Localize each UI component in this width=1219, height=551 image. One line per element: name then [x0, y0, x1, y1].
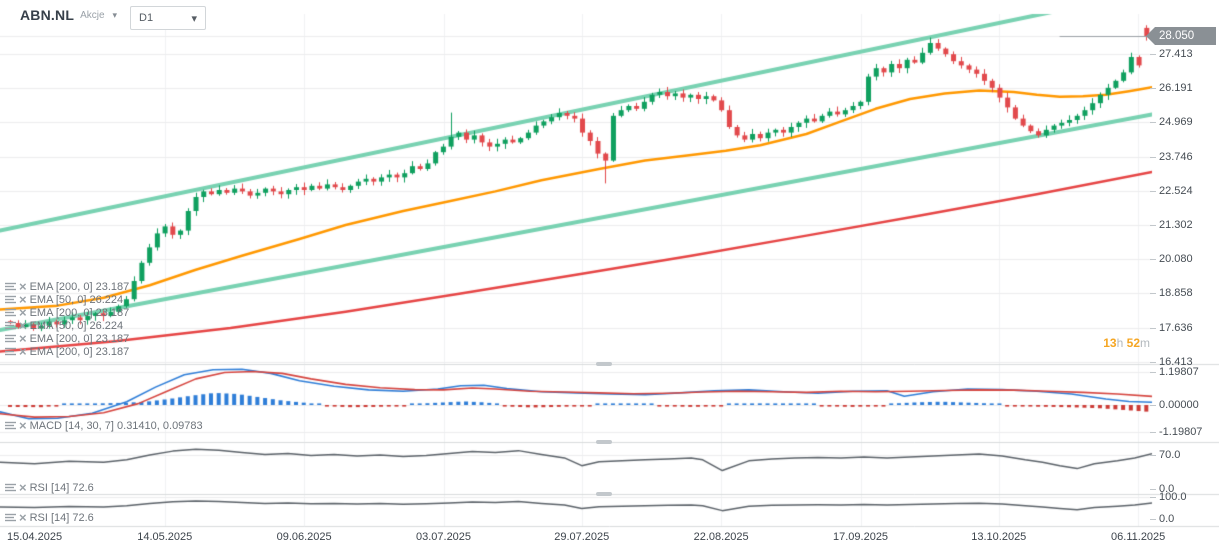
price-axis-label: 23.746	[1159, 150, 1193, 163]
axis-tick	[1150, 432, 1156, 433]
axis-tick	[1150, 328, 1156, 329]
indicator-close-icon[interactable]: ×	[19, 330, 27, 346]
indicator-settings-icon[interactable]	[5, 281, 16, 292]
indicator-label: EMA [50, 0] 26.224	[29, 319, 124, 332]
current-price-value: 28.050	[1159, 30, 1195, 42]
indicator-settings-icon[interactable]	[5, 482, 16, 493]
price-axis-label: 16.413	[1159, 355, 1193, 368]
date-axis-label: 09.06.2025	[276, 531, 332, 543]
axis-tick	[1150, 157, 1156, 158]
indicator-settings-icon[interactable]	[5, 512, 16, 523]
axis-tick	[1150, 489, 1156, 490]
axis-tick	[1150, 191, 1156, 192]
indicator-label: EMA [200, 0] 23.187	[29, 345, 130, 358]
rsi-axis-label: 70.0	[1159, 449, 1181, 461]
panel-resize-grip[interactable]	[596, 440, 612, 444]
indicator-label: EMA [200, 0] 23.187	[29, 280, 130, 293]
panel-resize-grip[interactable]	[596, 362, 612, 366]
indicator-label: EMA [50, 0] 26.224	[29, 293, 124, 306]
indicator-settings-icon[interactable]	[5, 294, 16, 305]
countdown-minutes: 52	[1126, 336, 1140, 350]
countdown-hours-unit: h	[1116, 336, 1124, 350]
price-axis-label: 26.191	[1159, 82, 1193, 95]
price-axis-label: 18.858	[1159, 287, 1193, 300]
chevron-down-icon[interactable]: ▾	[112, 9, 118, 20]
ema-label-row: × EMA [50, 0] 26.224	[5, 293, 123, 306]
indicator-close-icon[interactable]: ×	[19, 291, 27, 307]
indicator-label: RSI [14] 72.6	[29, 481, 94, 494]
timeframe-value: D1	[139, 12, 154, 24]
indicator-settings-icon[interactable]	[5, 346, 16, 357]
rsi-label-row: × RSI [14] 72.6	[5, 481, 94, 494]
price-axis-label: 24.969	[1159, 116, 1193, 129]
date-axis-label: 15.04.2025	[7, 531, 63, 543]
indicator-label: EMA [200, 0] 23.187	[29, 306, 130, 319]
axis-tick	[1150, 405, 1156, 406]
indicator-label: RSI [14] 72.6	[29, 511, 94, 524]
axis-tick	[1150, 362, 1156, 363]
date-axis-label: 13.10.2025	[971, 531, 1027, 543]
ema-label-row: × EMA [200, 0] 23.187	[5, 306, 129, 319]
date-axis-label: 29.07.2025	[554, 531, 610, 543]
axis-tick	[1150, 259, 1156, 260]
indicator-close-icon[interactable]: ×	[19, 317, 27, 333]
macd-label-row: × MACD [14, 30, 7] 0.31410, 0.09783	[5, 419, 203, 432]
price-axis-label: 22.524	[1159, 184, 1193, 197]
indicator-label: MACD [14, 30, 7] 0.31410, 0.09783	[29, 419, 203, 432]
indicator-settings-icon[interactable]	[5, 333, 16, 344]
ema-label-row: × EMA [200, 0] 23.187	[5, 332, 129, 345]
indicator-settings-icon[interactable]	[5, 307, 16, 318]
indicator-settings-icon[interactable]	[5, 420, 16, 431]
instrument-header[interactable]: ABN.NL Akcje ▾	[20, 7, 126, 23]
axis-tick	[1150, 225, 1156, 226]
ema-label-row: × EMA [200, 0] 23.187	[5, 280, 129, 293]
rsi-axis-label: 100.0	[1159, 491, 1187, 503]
axis-tick	[1150, 88, 1156, 89]
date-axis-label: 22.08.2025	[693, 531, 749, 543]
axis-tick	[1150, 497, 1156, 498]
ema-label-row: × EMA [200, 0] 23.187	[5, 345, 129, 358]
price-axis-label: 21.302	[1159, 218, 1193, 231]
panel-resize-grip[interactable]	[596, 492, 612, 496]
axis-tick	[1150, 122, 1156, 123]
price-axis-label: 17.636	[1159, 321, 1193, 334]
countdown-hours: 13	[1103, 336, 1117, 350]
countdown-minutes-unit: m	[1140, 336, 1150, 350]
date-axis-label: 17.09.2025	[833, 531, 889, 543]
date-axis-label: 14.05.2025	[137, 531, 193, 543]
price-axis-label: 20.080	[1159, 253, 1193, 266]
indicator-settings-icon[interactable]	[5, 320, 16, 331]
indicator-label: EMA [200, 0] 23.187	[29, 332, 130, 345]
instrument-type-label: Akcje	[80, 9, 105, 21]
macd-axis-label: 0.00000	[1159, 399, 1199, 411]
timeframe-select[interactable]: D1 ▾	[130, 6, 206, 30]
indicator-close-icon[interactable]: ×	[19, 343, 27, 359]
current-price-badge: 28.050	[1146, 27, 1216, 45]
macd-axis-label: 1.19807	[1159, 366, 1199, 379]
rsi-axis-label: 0.0	[1159, 513, 1175, 525]
axis-tick	[1150, 455, 1156, 456]
date-axis-label: 03.07.2025	[415, 531, 472, 543]
indicator-close-icon[interactable]: ×	[19, 278, 27, 294]
axis-tick	[1150, 519, 1156, 520]
rsi-axis-label: 0.0	[1159, 483, 1175, 495]
axis-tick	[1150, 372, 1156, 373]
date-axis-label: 06.11.2025	[1111, 531, 1166, 543]
indicator-close-icon[interactable]: ×	[19, 417, 27, 433]
indicator-close-icon[interactable]: ×	[19, 509, 27, 525]
candle-countdown: 13h 52m	[1060, 336, 1150, 350]
symbol-name: ABN.NL	[20, 7, 75, 23]
indicator-close-icon[interactable]: ×	[19, 304, 27, 320]
macd-axis-label: -1.19807	[1159, 426, 1203, 438]
price-axis-label: 27.413	[1159, 47, 1193, 60]
rsi-label-row: × RSI [14] 72.6	[5, 511, 94, 524]
axis-tick	[1150, 293, 1156, 294]
ema-label-row: × EMA [50, 0] 26.224	[5, 319, 123, 332]
axis-tick	[1150, 54, 1156, 55]
chevron-down-icon: ▾	[191, 12, 197, 25]
indicator-close-icon[interactable]: ×	[19, 479, 27, 495]
